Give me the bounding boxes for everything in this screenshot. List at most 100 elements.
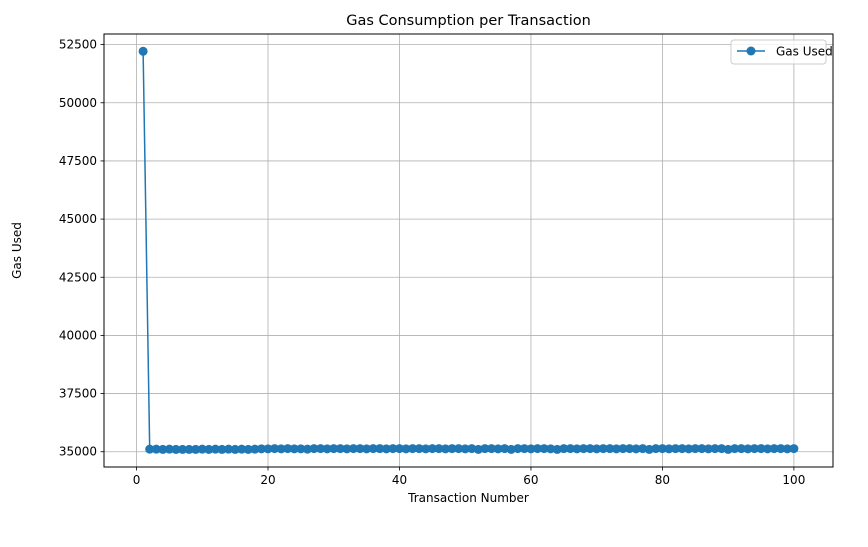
data-point (283, 444, 293, 454)
data-point (539, 444, 549, 454)
data-point (158, 444, 168, 454)
data-point (204, 444, 214, 454)
data-point (210, 444, 220, 454)
data-point (664, 444, 674, 454)
grid-lines (104, 34, 833, 467)
data-point (585, 444, 595, 454)
data-point (302, 444, 312, 454)
data-point (782, 444, 792, 454)
data-point (638, 444, 648, 454)
data-point (151, 444, 161, 454)
data-point (329, 444, 339, 454)
chart-title: Gas Consumption per Transaction (346, 13, 591, 29)
data-point (316, 444, 326, 454)
data-point (710, 444, 720, 454)
data-point (526, 444, 536, 454)
data-point (197, 444, 207, 454)
data-point (217, 444, 227, 454)
data-point (644, 444, 654, 454)
data-point (335, 444, 345, 454)
data-point (467, 444, 477, 454)
data-point (414, 444, 424, 454)
legend-box (730, 39, 827, 65)
data-point (756, 444, 766, 454)
data-point (296, 444, 306, 454)
series-line (142, 51, 794, 451)
data-point (579, 444, 589, 454)
data-point (565, 444, 575, 454)
legend: Gas Used (730, 39, 833, 65)
data-point (434, 444, 444, 454)
data-point (631, 444, 641, 454)
data-point (605, 444, 615, 454)
data-point (519, 444, 529, 454)
data-point (171, 444, 181, 454)
data-point (276, 444, 286, 454)
data-point (243, 444, 253, 454)
data-point (237, 444, 247, 454)
data-point (191, 444, 201, 454)
data-point (348, 444, 358, 454)
data-point (763, 444, 773, 454)
data-point (164, 444, 174, 454)
data-point (178, 444, 188, 454)
data-point (611, 444, 621, 454)
y-tick-label: 47500 (59, 154, 97, 168)
data-point (362, 444, 372, 454)
data-point (224, 444, 234, 454)
plot-frame (103, 33, 834, 468)
data-point (513, 444, 523, 454)
y-tick-label: 42500 (59, 270, 97, 284)
data-point (256, 444, 266, 454)
y-tick-label: 37500 (59, 387, 97, 401)
data-point (625, 444, 635, 454)
x-tick-label: 0 (133, 473, 141, 487)
data-point (703, 444, 713, 454)
data-point (401, 444, 411, 454)
data-point (506, 444, 516, 454)
x-axis-label: Transaction Number (407, 491, 529, 505)
data-point (480, 444, 490, 454)
data-point (690, 444, 700, 454)
data-point (684, 444, 694, 454)
data-point (572, 444, 582, 454)
data-point (500, 444, 510, 454)
data-point (769, 444, 779, 454)
data-point (736, 444, 746, 454)
y-tick-label: 40000 (59, 328, 97, 342)
data-point (381, 444, 391, 454)
data-point (440, 444, 450, 454)
data-point (651, 444, 661, 454)
data-point (322, 444, 332, 454)
data-point (408, 444, 418, 454)
data-point (723, 444, 733, 454)
data-point (552, 444, 562, 454)
data-point (487, 444, 497, 454)
data-point (743, 444, 753, 454)
data-point (309, 444, 319, 454)
data-point (263, 444, 273, 454)
data-point (375, 444, 385, 454)
data-point (368, 444, 378, 454)
data-point (454, 444, 464, 454)
data-point (592, 444, 602, 454)
data-point (388, 444, 398, 454)
data-point (717, 444, 727, 454)
legend-label-gas-used: Gas Used (776, 45, 833, 59)
data-point (394, 444, 404, 454)
x-tick-label: 40 (392, 473, 407, 487)
y-tick-label: 45000 (59, 212, 97, 226)
y-tick-label: 52500 (59, 38, 97, 52)
y-axis-label: Gas Used (10, 222, 24, 279)
data-point (598, 444, 608, 454)
data-point (355, 444, 365, 454)
data-point (138, 46, 148, 56)
x-tick-label: 80 (655, 473, 670, 487)
data-point (421, 444, 431, 454)
data-point (145, 444, 155, 454)
data-point (184, 444, 194, 454)
y-tick-label: 35000 (59, 445, 97, 459)
data-point (546, 444, 556, 454)
data-point (533, 444, 543, 454)
